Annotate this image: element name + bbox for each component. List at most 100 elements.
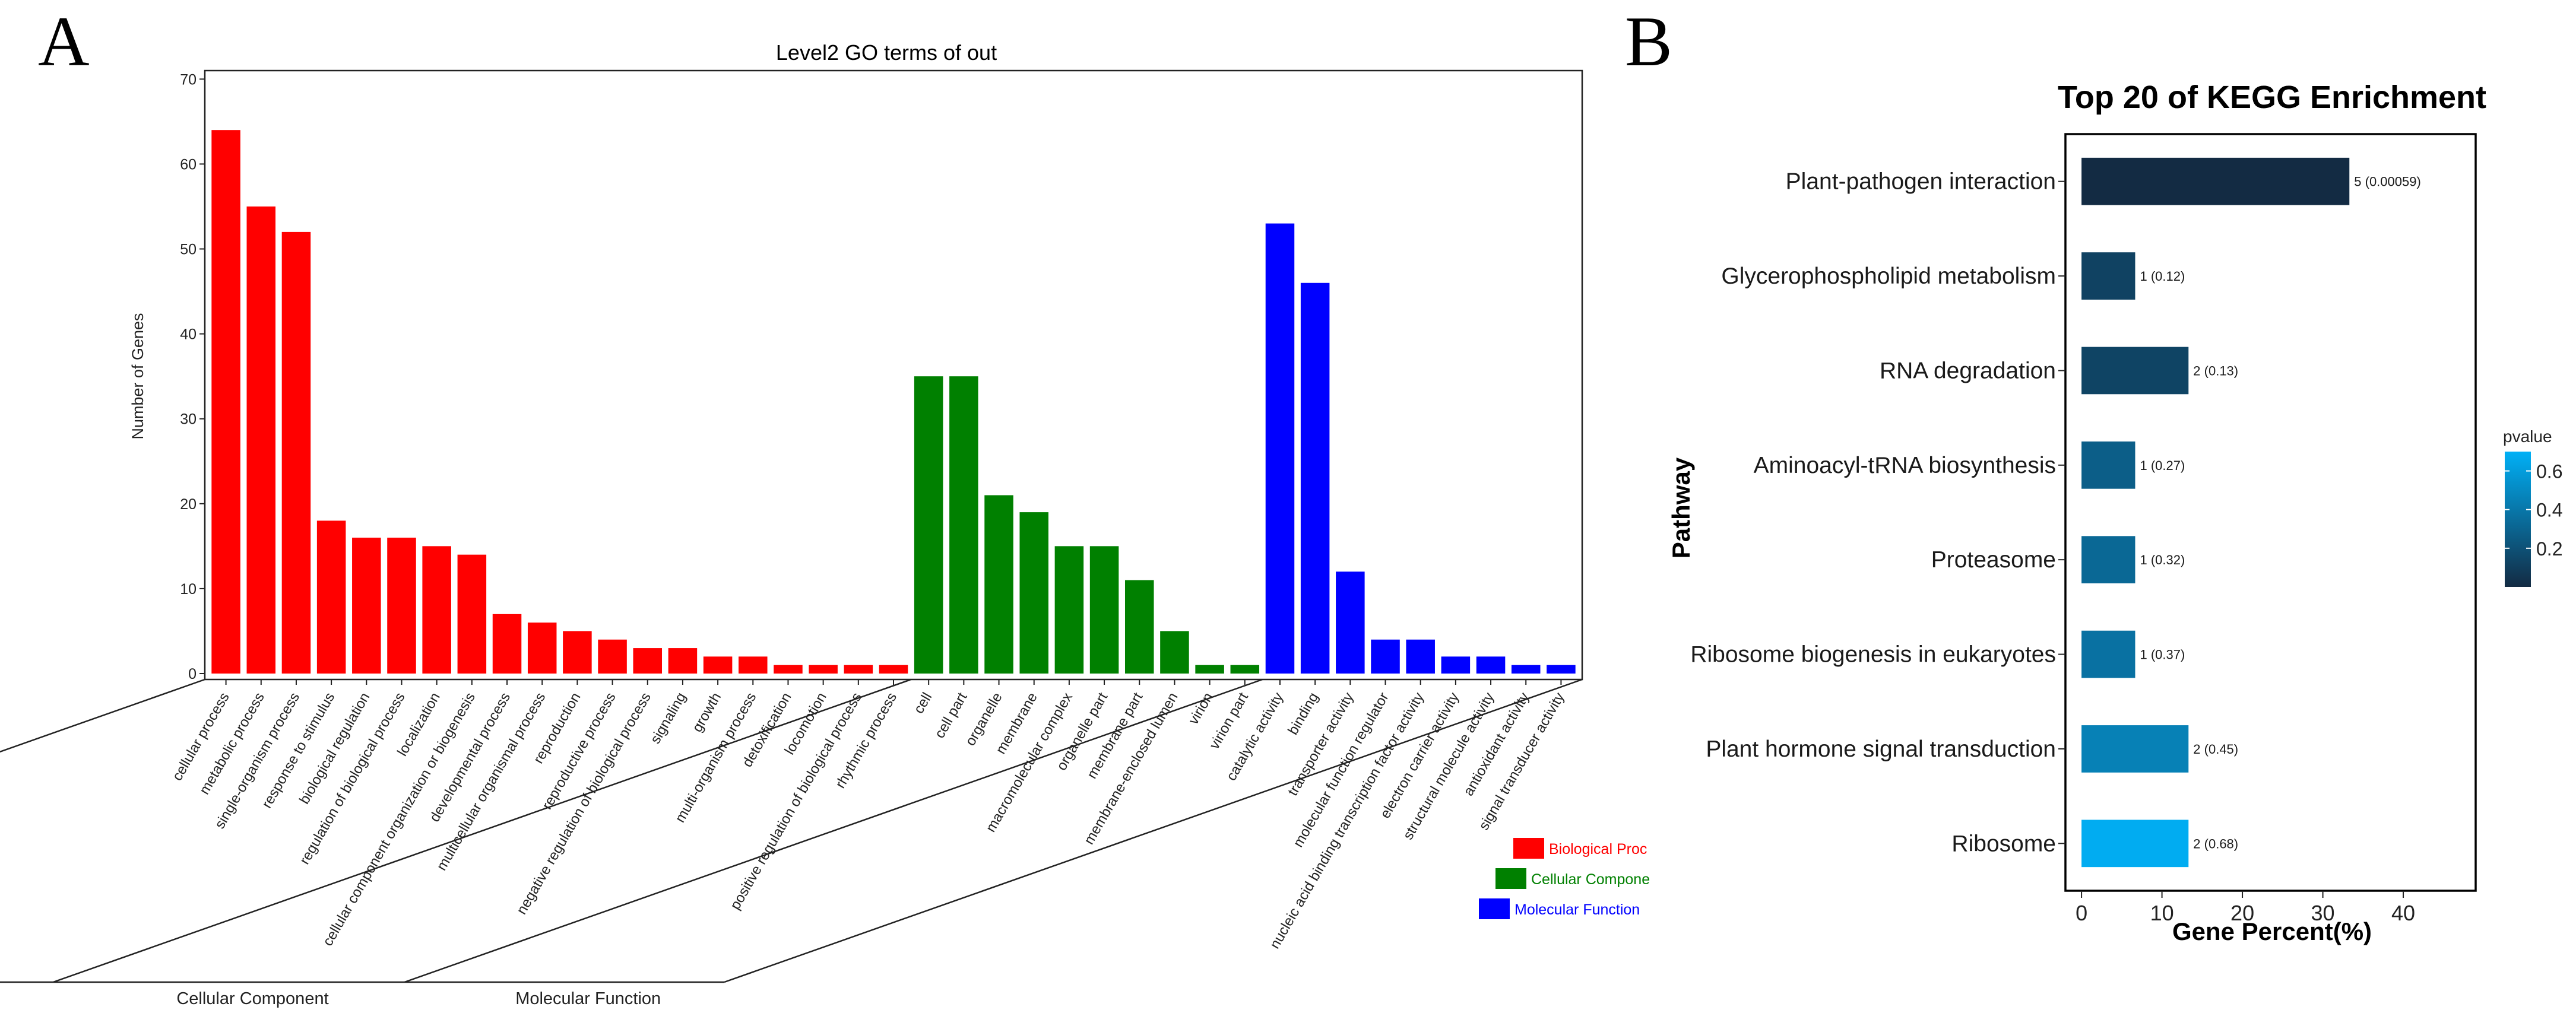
colorbar-title: pvalue — [2503, 427, 2552, 446]
group-bracket-line — [404, 678, 1263, 983]
x-tick-label: 30 — [2311, 901, 2335, 925]
bar-proteasome — [2081, 536, 2135, 584]
legend-label-cellular-component: Cellular Compone — [1531, 871, 1650, 888]
panel-b-xlabel: Gene Percent(%) — [2172, 917, 2372, 945]
pathway-label-glycerophospholipid-metabolism: Glycerophospholipid metabolism — [1721, 263, 2056, 289]
bar-value-label: 1 (0.37) — [2140, 647, 2185, 662]
bar-virion — [1195, 665, 1224, 674]
bar-nucleic-acid-binding-transcription-factor-activity — [1406, 639, 1435, 674]
panel-b-ylabel: Pathway — [1667, 457, 1695, 558]
bar-value-label: 2 (0.13) — [2193, 363, 2238, 378]
legend-label-molecular-function: Molecular Function — [1514, 901, 1640, 918]
panel-a-y-axis: 0 10 20 30 40 50 60 70 — [180, 71, 205, 682]
group-label-molecular-function: Molecular Function — [515, 989, 661, 1008]
bar-regulation-of-biological-process — [387, 538, 416, 674]
pathway-label-ribosome-biogenesis-in-eukaryotes: Ribosome biogenesis in eukaryotes — [1690, 642, 2056, 668]
panel-a-letter: A — [38, 2, 90, 81]
bar-rna-degradation — [2081, 347, 2189, 395]
colorbar-tick-label: 0.6 — [2536, 461, 2562, 482]
bar-value-label: 2 (0.45) — [2193, 742, 2238, 757]
bar-ribosome-biogenesis-in-eukaryotes — [2081, 630, 2135, 678]
bar-membrane-part — [1124, 580, 1154, 674]
bar-structural-molecule-activity — [1476, 656, 1506, 674]
colorbar-tick-label: 0.2 — [2536, 538, 2562, 560]
bar-response-to-stimulus — [316, 520, 346, 674]
legend-swatch-biological-process — [1513, 838, 1544, 859]
category-label-binding: binding — [1285, 690, 1322, 738]
category-label-metabolic-process: metabolic process — [197, 690, 268, 798]
pathway-label-plant-hormone-signal-transduction: Plant hormone signal transduction — [1706, 736, 2056, 762]
bar-positive-regulation-of-biological-process — [844, 665, 873, 674]
bar-membrane — [1019, 512, 1048, 674]
bar-biological-regulation — [352, 538, 381, 674]
panel-a-legend: Biological Proc Cellular Compone Molecular… — [1479, 825, 1668, 932]
bar-transporter-activity — [1336, 571, 1365, 674]
bar-value-label: 1 (0.27) — [2140, 458, 2185, 473]
legend-swatch-molecular-function — [1479, 898, 1510, 919]
bar-value-label: 1 (0.12) — [2140, 269, 2185, 284]
group-label-cellular-component: Cellular Component — [176, 989, 328, 1008]
bar-developmental-process — [492, 614, 522, 674]
bar-macromolecular-complex — [1054, 546, 1084, 674]
category-label-cell-part: cell part — [931, 690, 971, 741]
category-label-growth: growth — [689, 690, 724, 735]
bar-locomotion — [809, 665, 838, 674]
pathway-label-plant-pathogen-interaction: Plant-pathogen interaction — [1786, 169, 2056, 195]
bar-negative-regulation-of-biological-process — [633, 648, 663, 674]
bar-signal-transducer-activity — [1547, 665, 1576, 674]
bar-value-label: 2 (0.68) — [2193, 836, 2238, 851]
group-bracket-line — [0, 678, 205, 753]
panel-a-title: Level2 GO terms of out — [776, 40, 997, 65]
legend-swatch-cellular-component — [1495, 868, 1526, 889]
bar-cell — [914, 376, 943, 674]
category-label-cell: cell — [911, 690, 935, 717]
bar-growth — [703, 656, 733, 674]
bar-cellular-process — [211, 130, 240, 674]
bar-metabolic-process — [246, 206, 276, 674]
category-label-virion: virion — [1186, 690, 1216, 728]
legend-clip — [1650, 825, 1668, 932]
pathway-label-rna-degradation: RNA degradation — [1880, 358, 2056, 383]
bar-electron-carrier-activity — [1441, 656, 1471, 674]
colorbar-tick-label: 0.4 — [2536, 500, 2562, 521]
bar-single-organism-process — [281, 231, 311, 674]
bar-organelle-part — [1089, 546, 1119, 674]
panel-b-plot-frame — [2064, 133, 2477, 892]
bar-membrane-enclosed-lumen — [1160, 631, 1189, 674]
pathway-label-ribosome: Ribosome — [1951, 831, 2056, 856]
y-tick-label: 10 — [180, 581, 197, 598]
bar-cell-part — [949, 376, 978, 674]
y-tick-label: 40 — [180, 326, 197, 343]
panel-a-group-brackets: Biological ProcessCellular ComponentMole… — [0, 678, 1583, 1008]
bar-cellular-component-organization-or-biogenesis — [457, 554, 487, 674]
bar-signaling — [668, 648, 698, 674]
group-bracket-line — [53, 678, 912, 983]
panel-b-x-axis: 0 10 20 30 40 — [2076, 891, 2415, 925]
bar-reproduction — [563, 631, 592, 674]
x-tick-label: 20 — [2230, 901, 2254, 925]
bar-glycerophospholipid-metabolism — [2081, 252, 2135, 300]
y-tick-label: 60 — [180, 156, 197, 173]
panel-a-ylabel: Number of Genes — [129, 313, 147, 439]
bar-value-label: 1 (0.32) — [2140, 552, 2185, 567]
bar-binding — [1300, 282, 1330, 674]
legend-label-biological-process: Biological Proc — [1549, 841, 1647, 858]
bar-molecular-function-regulator — [1371, 639, 1400, 674]
x-tick-label: 40 — [2391, 901, 2415, 925]
panel-b-bars: Plant-pathogen interaction 5 (0.00059) Gly… — [1690, 157, 2421, 868]
bar-antioxidant-activity — [1511, 665, 1541, 674]
panel-a-bars — [211, 130, 1576, 674]
bar-reproductive-process — [598, 639, 627, 674]
y-tick-label: 0 — [188, 666, 197, 682]
bar-multi-organism-process — [739, 656, 768, 674]
bar-organelle — [984, 495, 1013, 674]
bar-plant-pathogen-interaction — [2081, 157, 2350, 205]
bar-detoxification — [774, 665, 803, 674]
bar-virion-part — [1230, 665, 1260, 674]
bar-rhythmic-process — [879, 665, 908, 674]
y-tick-label: 20 — [180, 496, 197, 513]
category-label-negative-regulation-of-biological-process: negative regulation of biological proces… — [514, 690, 654, 917]
bar-catalytic-activity — [1265, 223, 1295, 674]
colorbar-gradient — [2505, 452, 2531, 587]
